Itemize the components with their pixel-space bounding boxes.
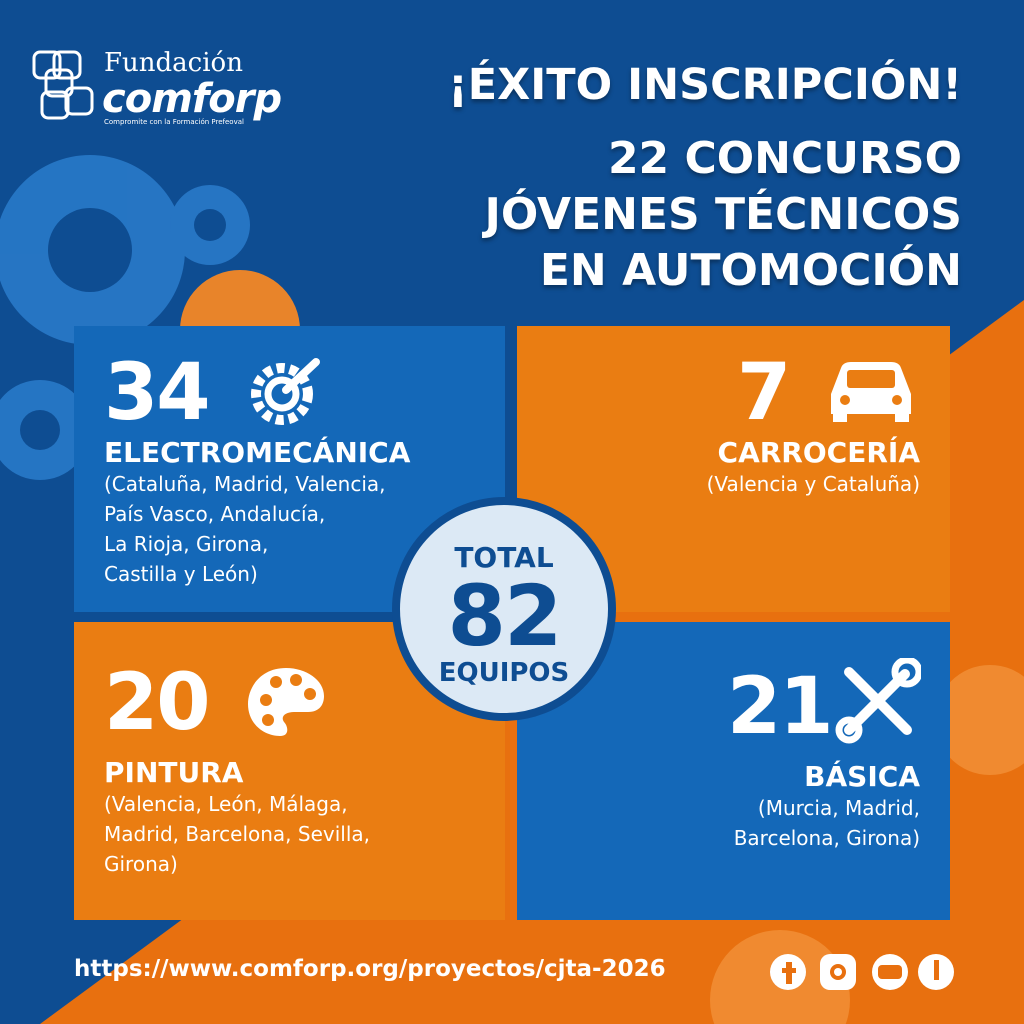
card-regions: Castilla y León) <box>104 562 258 586</box>
card-regions: La Rioja, Girona, <box>104 532 269 556</box>
title-line: JÓVENES TÉCNICOS <box>484 189 962 240</box>
palette-icon <box>248 668 324 736</box>
social-icons <box>770 954 954 990</box>
total-label: TOTAL <box>454 541 554 574</box>
tools-icon <box>835 658 921 744</box>
logo-brand: comforp <box>102 76 282 122</box>
total-number: 82 <box>447 567 563 665</box>
headline: ¡ÉXITO INSCRIPCIÓN! <box>448 60 962 110</box>
logo-icon <box>32 50 94 120</box>
total-badge: TOTAL 82 EQUIPOS <box>392 497 616 721</box>
title-line: EN AUTOMOCIÓN <box>539 245 962 296</box>
card-number: 7 <box>737 348 791 438</box>
card-regions: (Valencia y Cataluña) <box>706 472 920 496</box>
car-icon <box>831 362 911 422</box>
card-regions: Barcelona, Girona) <box>733 826 920 850</box>
logo-name: Fundación <box>104 48 243 78</box>
total-unit: EQUIPOS <box>438 658 570 688</box>
title-line: 22 CONCURSO <box>607 133 962 184</box>
card-regions: País Vasco, Andalucía, <box>104 502 326 526</box>
card: 7 CARROCERÍA (Valencia y Cataluña) <box>517 326 950 612</box>
card-category: BÁSICA <box>804 760 920 793</box>
card: 20 PINTURA (Valencia, León, Málaga, Madr… <box>74 622 505 920</box>
logo-tagline: Compromite con la Formación Prefeoval <box>104 118 244 126</box>
card-regions: Madrid, Barcelona, Sevilla, <box>104 822 371 846</box>
card-regions: (Cataluña, Madrid, Valencia, <box>104 472 386 496</box>
card-regions: (Valencia, León, Málaga, <box>104 792 348 816</box>
card-category: PINTURA <box>104 756 244 789</box>
card-regions: Girona) <box>104 852 178 876</box>
card-category: ELECTROMECÁNICA <box>104 436 411 469</box>
footer-url[interactable]: https://www.comforp.org/proyectos/cjta-2… <box>74 956 666 982</box>
card-number: 34 <box>104 348 211 438</box>
card-number: 20 <box>104 658 211 748</box>
card-regions: (Murcia, Madrid, <box>757 796 920 820</box>
gear-icon <box>251 358 320 425</box>
card-category: CARROCERÍA <box>717 436 920 469</box>
card-number: 21 <box>727 662 834 752</box>
